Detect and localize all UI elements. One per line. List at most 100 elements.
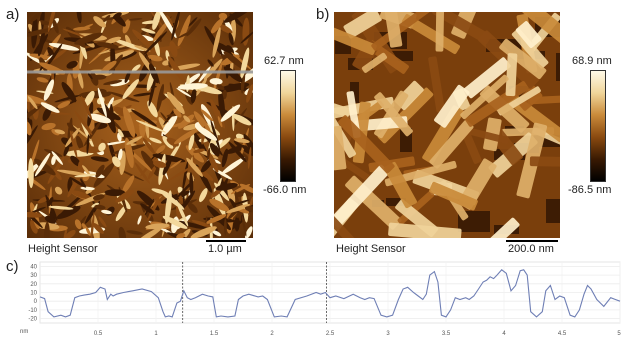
flake	[207, 147, 211, 161]
flake	[194, 125, 218, 141]
flake	[86, 134, 90, 155]
rod	[429, 120, 474, 169]
flake	[37, 31, 45, 57]
flake	[128, 17, 143, 21]
rod	[428, 56, 445, 113]
flake	[73, 26, 91, 31]
flake	[141, 28, 156, 34]
flake	[190, 88, 197, 104]
flake	[41, 122, 56, 131]
x-tick-label: 3	[386, 331, 390, 337]
flake	[36, 77, 49, 83]
y-tick-label: -20	[28, 317, 37, 323]
flake	[148, 75, 157, 107]
flake	[153, 196, 160, 211]
rod	[505, 53, 518, 97]
flake	[94, 204, 106, 210]
flake	[97, 87, 107, 118]
flake	[112, 12, 122, 19]
flake	[27, 96, 38, 110]
flake	[190, 226, 217, 239]
colorbar-b	[590, 70, 606, 182]
flake	[109, 79, 130, 87]
flake	[72, 45, 102, 54]
flake	[105, 36, 122, 44]
flake	[187, 202, 198, 214]
flake	[199, 188, 208, 203]
flake	[28, 158, 34, 189]
flake	[169, 160, 182, 169]
flake	[220, 104, 241, 122]
flake	[245, 226, 253, 239]
flake	[147, 164, 157, 180]
rod	[361, 52, 388, 73]
flake	[221, 157, 246, 175]
x-tick-label: 1.5	[210, 331, 219, 337]
flake	[77, 69, 84, 89]
flake	[100, 60, 117, 74]
rod	[435, 0, 445, 52]
rod	[429, 181, 478, 211]
scalebar-a-label: 1.0 µm	[208, 243, 242, 255]
rod	[462, 130, 482, 164]
flake	[72, 125, 92, 142]
flake	[188, 133, 195, 151]
flake	[34, 152, 51, 177]
flake	[126, 230, 143, 235]
rod	[432, 4, 492, 45]
flake	[234, 138, 250, 144]
colorbar-b-max: 68.9 nm	[572, 55, 612, 67]
flake	[67, 171, 83, 198]
panel-a-label: a)	[6, 6, 20, 23]
colorbar-b-min: -86.5 nm	[568, 184, 612, 196]
flake	[209, 78, 223, 85]
flake	[241, 145, 250, 151]
flake	[177, 14, 191, 47]
rod	[479, 85, 530, 133]
flake	[226, 204, 251, 214]
flake	[51, 151, 63, 165]
colorbar-a	[280, 70, 296, 182]
flake	[145, 223, 170, 230]
flake	[132, 201, 149, 206]
flake	[166, 15, 174, 27]
flake	[167, 56, 185, 82]
panel-c-label: c)	[6, 258, 19, 275]
flake	[63, 143, 70, 157]
flake	[177, 83, 208, 90]
flake	[85, 226, 91, 236]
flake	[156, 83, 165, 113]
flake	[92, 194, 105, 201]
flake	[117, 129, 124, 138]
flake	[90, 72, 99, 86]
flake	[62, 28, 86, 38]
flake	[152, 20, 170, 42]
flake	[98, 216, 107, 228]
rod	[338, 115, 395, 174]
flake	[92, 222, 104, 234]
flake	[232, 113, 252, 126]
flake	[156, 145, 166, 154]
flake	[108, 142, 116, 159]
flake	[193, 148, 205, 153]
profile-chart-svg: 40 30 20 10 0 -10 -20 0.5 1 1.5 2 2.5 3 3.5 4 4.5 5 nm	[20, 261, 621, 337]
flake	[122, 175, 135, 194]
flake	[81, 95, 93, 120]
pit	[386, 198, 406, 206]
flake	[29, 53, 53, 60]
flake	[152, 9, 161, 30]
flake	[228, 32, 234, 46]
flake	[93, 16, 106, 28]
flake	[232, 199, 250, 206]
flake	[151, 188, 169, 195]
flake	[48, 42, 80, 51]
flake	[126, 136, 143, 145]
rod	[377, 87, 434, 144]
flake	[178, 114, 195, 129]
flake	[63, 226, 68, 242]
flake	[24, 121, 32, 136]
flake	[70, 190, 92, 200]
flake	[69, 176, 87, 188]
flake	[158, 153, 166, 185]
rod	[343, 7, 382, 39]
